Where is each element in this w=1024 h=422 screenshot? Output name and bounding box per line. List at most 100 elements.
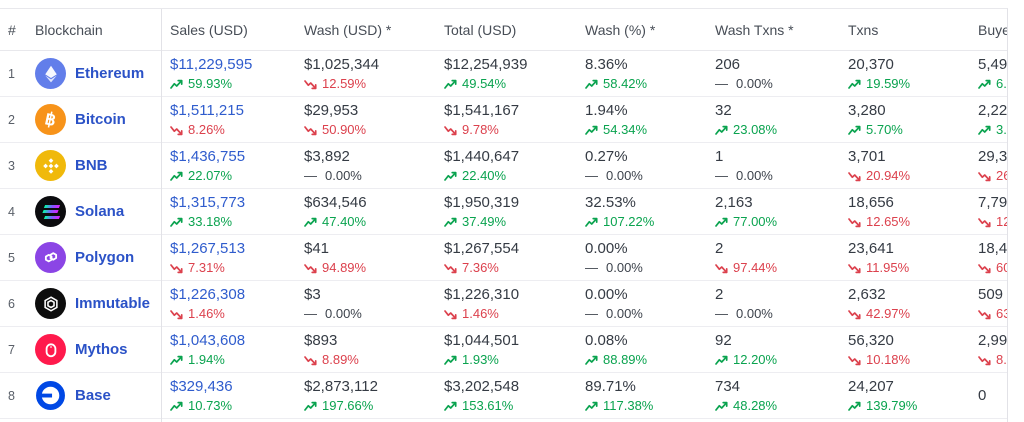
txns-cell: 23,641 11.95% (848, 240, 978, 275)
blockchain-cell[interactable]: Mythos (35, 334, 170, 365)
blockchain-cell[interactable]: Ethereum (35, 58, 170, 89)
change-trend-up: 1.93% (444, 353, 585, 367)
txns-value: 3,701 (848, 148, 886, 165)
col-header-wash-usd[interactable]: Wash (USD) * (304, 21, 392, 38)
col-header-txns[interactable]: Txns (848, 21, 879, 38)
col-header-wash-txns[interactable]: Wash Txns * (715, 21, 794, 38)
change-percent: 12.59% (322, 76, 367, 91)
col-header-wash-pct[interactable]: Wash (%) * (585, 21, 656, 38)
total-value: $1,044,501 (444, 332, 520, 349)
trend-down-icon (978, 263, 991, 273)
sales-value: $1,436,755 (170, 148, 246, 165)
txns-value: 56,320 (848, 332, 894, 349)
buyers-value: 29,3 (978, 148, 1008, 165)
wash-cell: $41 94.89% (304, 240, 444, 275)
blockchain-name[interactable]: BNB (75, 157, 108, 174)
washTxns-cell: 2 — 0.00% (715, 286, 848, 321)
buyers-cell: 2,22 3.2 (978, 102, 1007, 137)
wash-value: $634,546 (304, 194, 367, 211)
change-trend-up: 5.70% (848, 123, 978, 137)
col-header-sales[interactable]: Sales (USD) (170, 21, 248, 38)
blockchain-name[interactable]: Polygon (75, 249, 135, 266)
washPct-cell: 0.00% — 0.00% (585, 286, 715, 321)
trend-up-icon (170, 217, 183, 227)
change-trend-up: 107.22% (585, 215, 715, 229)
trend-down-icon (978, 217, 991, 227)
washPct-cell: 0.08% 88.89% (585, 332, 715, 367)
blockchain-cell[interactable]: ฿ Bitcoin (35, 104, 170, 135)
table-row[interactable]: 4 Solana $1,315,773 33.18% $634,546 47.40% $… (0, 189, 1007, 235)
blockchain-name[interactable]: Ethereum (75, 65, 145, 82)
col-header-rank[interactable]: # (8, 21, 16, 38)
washPct-cell: 1.94% 54.34% (585, 102, 715, 137)
trend-up-icon (170, 355, 183, 365)
change-percent: 54.34% (603, 122, 648, 137)
trend-down-icon (304, 125, 317, 135)
table-row[interactable]: 7 Mythos $1,043,608 1.94% $893 8.89% $1,044,… (0, 327, 1007, 373)
buyers-value: 18,4 (978, 240, 1008, 257)
table-row[interactable]: 6 Immutable $1,226,308 1.46% $3—0.00% $1,22… (0, 281, 1007, 327)
trend-down-icon (715, 263, 728, 273)
change-percent: 88.89% (603, 352, 648, 367)
blockchain-name[interactable]: Base (75, 387, 111, 404)
txns-cell: 2,632 42.97% (848, 286, 978, 321)
trend-up-icon (444, 401, 457, 411)
change-percent: 20.94% (866, 168, 911, 183)
col-header-blockchain[interactable]: Blockchain (35, 21, 103, 38)
data-table: # Blockchain Sales (USD) Wash (USD) * To… (0, 8, 1008, 422)
blockchain-cell[interactable]: BNB (35, 150, 170, 181)
wash-cell: $3,892 — 0.00% (304, 148, 444, 183)
change-percent: 1.46% (462, 306, 499, 321)
change-trend-down: 12 (978, 215, 1007, 229)
total-cell: $1,226,310 1.46% (444, 286, 585, 321)
col-header-total[interactable]: Total (USD) (444, 21, 517, 38)
flat-dash-icon: — (715, 168, 728, 183)
blockchain-name[interactable]: Immutable (75, 295, 151, 312)
change-trend-up: 88.89% (585, 353, 715, 367)
blockchain-name[interactable]: Mythos (75, 341, 128, 358)
blockchain-cell[interactable]: Immutable (35, 288, 170, 319)
table-row[interactable]: 1 Ethereum $11,229,595 59.93% $1,025,344 12… (0, 51, 1007, 97)
txns-value: 20,370 (848, 56, 894, 73)
washTxns-value: 2 (715, 286, 724, 303)
flat-dash-icon: — (585, 306, 598, 321)
wash-value: $41 (304, 240, 330, 257)
change-percent: 12.65% (866, 214, 911, 229)
washTxns-value: 206 (715, 56, 741, 73)
change-percent: 48.28% (733, 398, 778, 413)
change-percent: 0.00% (736, 306, 773, 321)
blockchain-cell[interactable]: Polygon (35, 242, 170, 273)
change-percent: 6.6 (996, 76, 1007, 91)
change-trend-up: 22.07% (170, 169, 304, 183)
table-row[interactable]: 5 Polygon $1,267,513 7.31% $41 94.89% $1,267… (0, 235, 1007, 281)
blockchain-name[interactable]: Bitcoin (75, 111, 126, 128)
washTxns-value: 1 (715, 148, 724, 165)
wash-cell: $29,953 50.90% (304, 102, 444, 137)
buyers-value: 509 (978, 286, 1004, 303)
change-trend-down: 9.78% (444, 123, 585, 137)
blockchain-name[interactable]: Solana (75, 203, 125, 220)
change-flat: — 0.00% (715, 169, 848, 183)
washTxns-value: 32 (715, 102, 732, 119)
change-percent: 0.00% (606, 260, 643, 275)
table-row[interactable]: 8 Base $329,436 10.73% $2,873,112 197.66% $3… (0, 373, 1007, 419)
col-header-buyers[interactable]: Buyers (978, 21, 1007, 38)
change-percent: 0.00% (736, 168, 773, 183)
total-cell: $1,541,167 9.78% (444, 102, 585, 137)
rank: 2 (8, 112, 15, 127)
wash-value: $1,025,344 (304, 56, 380, 73)
txns-cell: 24,207 139.79% (848, 378, 978, 413)
washPct-value: 1.94% (585, 102, 628, 119)
change-trend-down: 11.95% (848, 261, 978, 275)
wash-cell: $634,546 47.40% (304, 194, 444, 229)
total-value: $3,202,548 (444, 378, 520, 395)
txns-cell: 18,656 12.65% (848, 194, 978, 229)
blockchain-cell[interactable]: Solana (35, 196, 170, 227)
sales-value: $11,229,595 (170, 56, 253, 73)
table-row[interactable]: 3 BNB $1,436,755 22.07% $3,892 — 0.00% $1,440… (0, 143, 1007, 189)
total-value: $1,267,554 (444, 240, 520, 257)
change-trend-down: 7.36% (444, 261, 585, 275)
table-row[interactable]: 2 ฿ Bitcoin $1,511,215 8.26% $29,953 50.90%… (0, 97, 1007, 143)
change-percent: 5.70% (866, 122, 903, 137)
blockchain-cell[interactable]: Base (35, 380, 170, 411)
